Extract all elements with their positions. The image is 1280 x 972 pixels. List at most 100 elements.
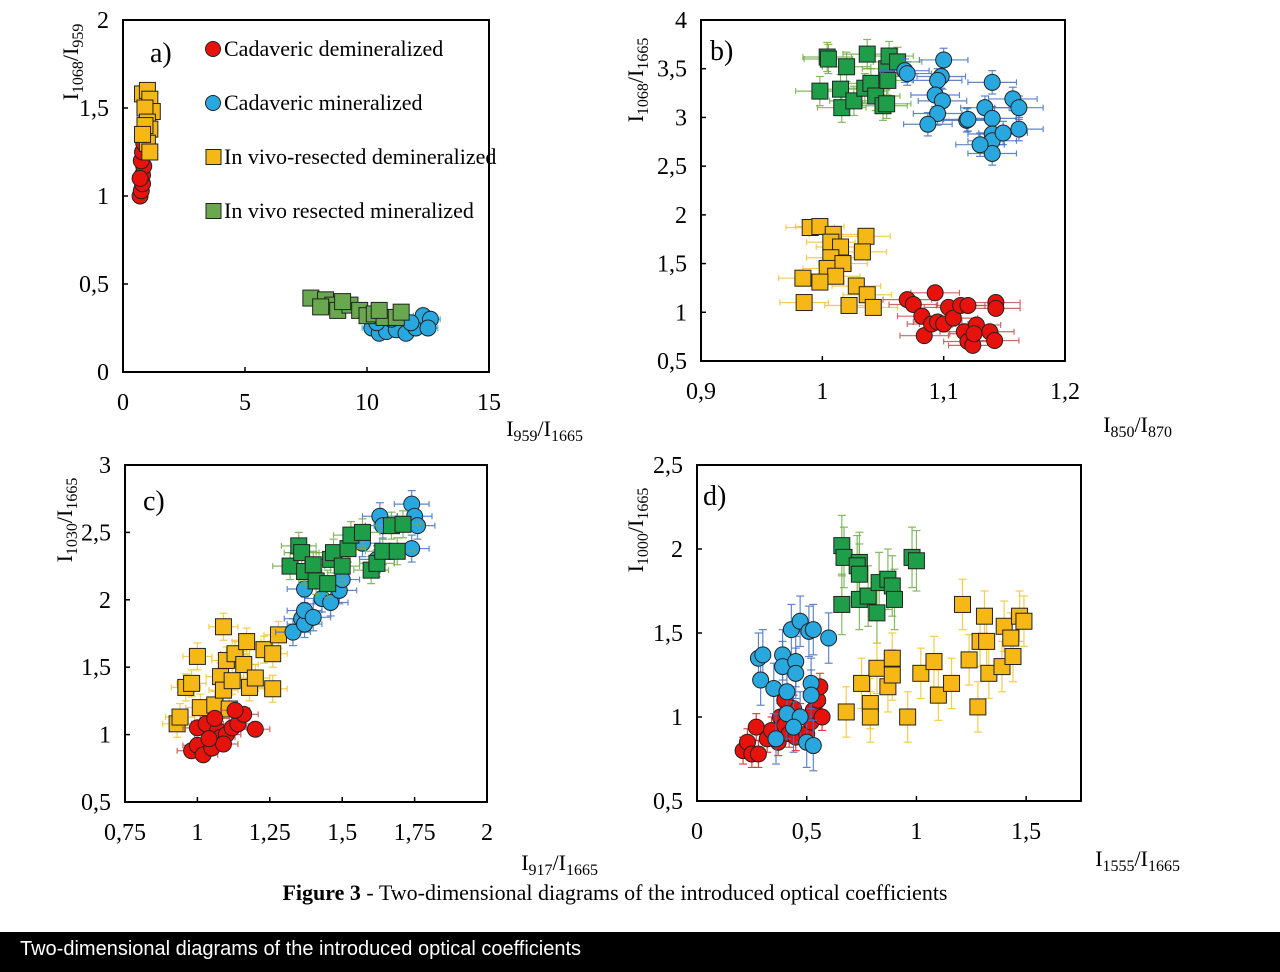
axis-label-main: I bbox=[623, 115, 648, 122]
data-point bbox=[370, 301, 388, 319]
data-point bbox=[322, 593, 340, 611]
legend-label: In vivo-resected demineralized bbox=[224, 144, 496, 169]
axis-label-main: /I bbox=[1135, 846, 1148, 871]
y-tick-label: 1,5 bbox=[81, 655, 111, 681]
data-point bbox=[898, 65, 916, 83]
data-point bbox=[131, 169, 149, 187]
x-tick-label: 0,5 bbox=[792, 819, 822, 845]
figure-caption: Figure 3 - Two-dimensional diagrams of t… bbox=[0, 880, 1230, 906]
data-point bbox=[785, 718, 803, 736]
data-point bbox=[919, 115, 937, 133]
axis-label-subscript: 870 bbox=[1148, 424, 1172, 441]
data-point bbox=[965, 325, 983, 343]
y-tick-label: 2,5 bbox=[657, 154, 687, 180]
data-point bbox=[929, 686, 947, 704]
data-point bbox=[986, 332, 1004, 350]
panel-label: c) bbox=[143, 486, 165, 517]
legend-label: In vivo resected mineralized bbox=[224, 198, 474, 223]
data-point bbox=[403, 540, 421, 558]
x-tick-label: 1,1 bbox=[929, 379, 959, 405]
x-tick-label: 0,9 bbox=[686, 379, 716, 405]
data-point bbox=[883, 649, 901, 667]
x-tick-label: 2 bbox=[481, 820, 493, 846]
y-tick-label: 1 bbox=[671, 705, 683, 731]
data-point bbox=[983, 109, 1001, 127]
chart-panel-a: 05101500,511,52a)I959​/I1665​I1068​/I959… bbox=[58, 8, 583, 445]
y-tick-label: 2 bbox=[99, 588, 111, 614]
series-in-vivo-resected-demineralized bbox=[837, 578, 1033, 743]
data-point bbox=[994, 124, 1012, 142]
y-tick-label: 0 bbox=[97, 360, 109, 386]
y-axis-label: I1000​/I1665​ bbox=[623, 488, 652, 573]
figure-3: 05101500,511,52a)I959​/I1665​I1068​/I959… bbox=[52, 8, 1180, 879]
data-point bbox=[868, 604, 886, 622]
legend-marker bbox=[205, 149, 222, 165]
axis-label-subscript: 1000 bbox=[635, 533, 652, 565]
data-point bbox=[319, 575, 337, 593]
axis-label-main: /I bbox=[1135, 412, 1148, 437]
data-point bbox=[333, 557, 351, 575]
y-tick-label: 2 bbox=[97, 8, 109, 34]
axis-label-subscript: 959 bbox=[514, 428, 538, 445]
data-point bbox=[954, 595, 972, 613]
data-point bbox=[312, 298, 330, 316]
data-point bbox=[861, 708, 879, 726]
data-point bbox=[960, 651, 978, 669]
data-point bbox=[1010, 99, 1028, 117]
x-tick-label: 10 bbox=[355, 390, 379, 416]
y-tick-label: 1 bbox=[675, 300, 687, 326]
axis-label-subscript: 1068 bbox=[70, 61, 87, 93]
data-point bbox=[929, 71, 947, 89]
x-axis-label: I959​/I1665​ bbox=[506, 416, 583, 445]
y-tick-label: 4 bbox=[675, 8, 687, 34]
series-cadaveric-demineralized bbox=[882, 284, 1021, 354]
data-point bbox=[394, 515, 412, 533]
axis-label-subscript: 1665 bbox=[635, 488, 652, 520]
y-axis-label: I1068​/I1665​ bbox=[623, 38, 652, 123]
data-point bbox=[878, 95, 896, 113]
data-point bbox=[907, 552, 925, 570]
data-point bbox=[833, 595, 851, 613]
data-point bbox=[983, 144, 1001, 162]
series-cadaveric-mineralized bbox=[879, 47, 1044, 166]
x-tick-label: 5 bbox=[239, 390, 251, 416]
data-point bbox=[845, 92, 863, 110]
data-point bbox=[904, 295, 922, 313]
panel-label: d) bbox=[703, 481, 726, 512]
data-point bbox=[304, 608, 322, 626]
data-point bbox=[899, 708, 917, 726]
data-point bbox=[767, 730, 785, 748]
series-in-vivo-resected-demineralized bbox=[134, 81, 161, 161]
data-point bbox=[811, 273, 829, 291]
data-point bbox=[264, 680, 282, 698]
x-axis-label: I850​/I870​ bbox=[1103, 412, 1172, 441]
data-point bbox=[840, 296, 858, 314]
data-point bbox=[334, 293, 352, 311]
axis-label-subscript: 1030 bbox=[64, 523, 81, 555]
data-point bbox=[787, 664, 805, 682]
data-point bbox=[141, 143, 159, 161]
y-tick-label: 0,5 bbox=[79, 272, 109, 298]
x-tick-label: 1 bbox=[910, 819, 922, 845]
x-axis-label: I917​/I1665​ bbox=[521, 850, 598, 879]
data-point bbox=[804, 621, 822, 639]
data-point bbox=[959, 296, 977, 314]
series-in-vivo-resected-mineralized bbox=[795, 38, 923, 123]
axis-label-main: I bbox=[58, 93, 83, 100]
y-tick-label: 0,5 bbox=[653, 789, 683, 815]
axis-label-main: I bbox=[623, 565, 648, 572]
chart-panel-b: 0,911,11,20,511,522,533,54b)I850​/I870​I… bbox=[623, 8, 1172, 441]
data-point bbox=[200, 730, 218, 748]
data-point bbox=[850, 565, 868, 583]
data-point bbox=[794, 269, 812, 287]
x-tick-label: 1,75 bbox=[394, 820, 436, 846]
legend-marker bbox=[205, 203, 222, 219]
axis-label-main: /I bbox=[538, 416, 551, 441]
data-point bbox=[859, 587, 877, 605]
data-point bbox=[206, 709, 224, 727]
axis-label-main: /I bbox=[52, 510, 77, 523]
data-point bbox=[925, 653, 943, 671]
data-point bbox=[959, 110, 977, 128]
axis-label-main: I bbox=[1103, 412, 1110, 437]
legend-item: Cadaveric mineralized bbox=[205, 90, 423, 115]
